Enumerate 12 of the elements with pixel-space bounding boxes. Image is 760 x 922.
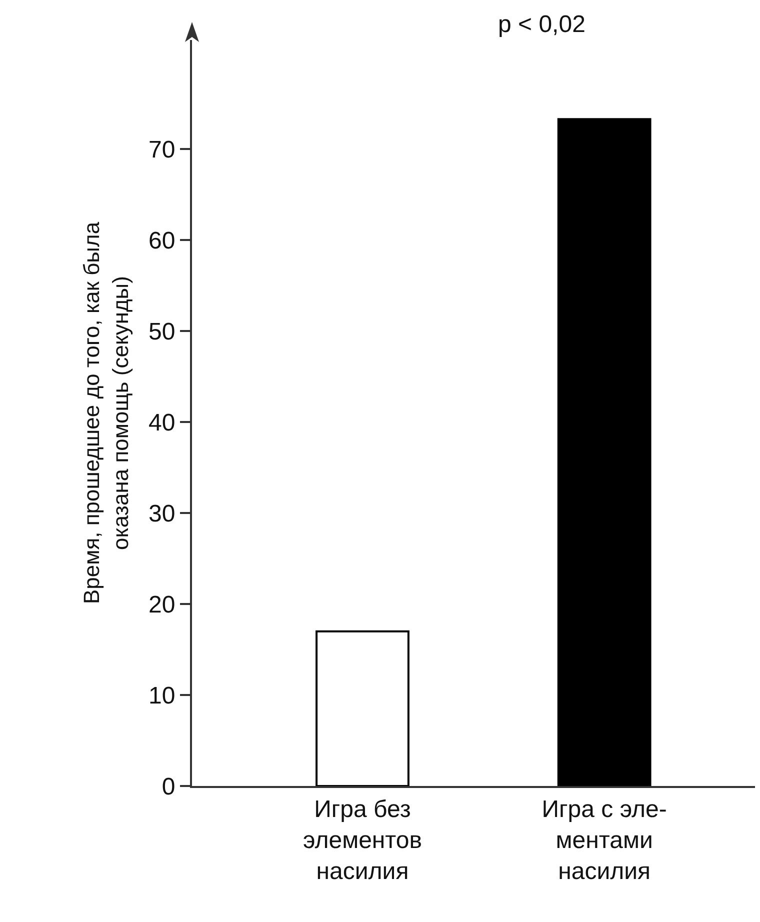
- y-tick-label: 20: [148, 591, 176, 618]
- x-tick-label: Игра с эле- ментами насилия: [542, 796, 667, 886]
- y-axis-title: Время, прошедшее до того, как была оказана помощь (секунды): [79, 221, 133, 604]
- y-tick-label: 50: [148, 318, 176, 346]
- y-tick-label: 30: [148, 500, 176, 528]
- x-tick-label: Игра без элементов насилия: [303, 796, 422, 886]
- y-tick-label: 40: [148, 410, 176, 436]
- y-tick-label: 10: [148, 682, 176, 710]
- y-tick-label: 0: [162, 773, 176, 800]
- y-tick-label: 60: [148, 228, 176, 255]
- text: p < 0,02: [498, 11, 586, 38]
- y-tick-label: 70: [148, 136, 176, 164]
